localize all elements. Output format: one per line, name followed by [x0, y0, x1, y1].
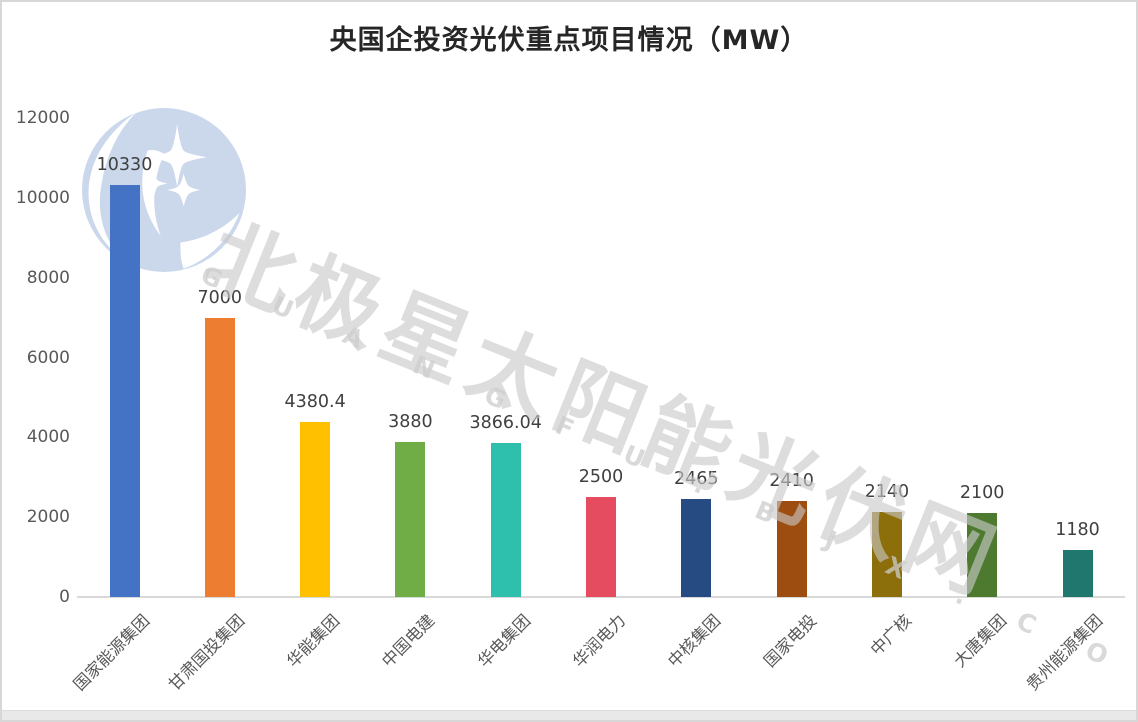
bar-value-label: 4380.4 [284, 392, 346, 413]
bar-华电集团 [490, 442, 521, 597]
x-axis-label: 华电集团 [473, 610, 534, 671]
bar-value-label: 7000 [197, 287, 243, 308]
x-axis-label: 国家电投 [759, 610, 820, 671]
bar-中核集团 [681, 498, 712, 597]
bar-value-label: 3880 [388, 412, 433, 433]
bar-value-label: 2410 [769, 470, 814, 491]
bar-华能集团 [300, 422, 331, 597]
bar-贵州能源集团 [1062, 549, 1093, 597]
bar-value-label: 3866.04 [469, 412, 542, 433]
x-axis-label: 大唐集团 [950, 610, 1011, 671]
y-axis-tick-label: 4000 [26, 427, 70, 448]
polestar-moon-stars-logo [82, 108, 246, 272]
x-axis-label: 国家能源集团 [69, 610, 153, 695]
bar-value-label: 2140 [864, 481, 910, 502]
y-axis-tick-label: 10000 [15, 187, 70, 208]
x-axis-label: 中核集团 [664, 610, 725, 671]
chart-title: 央国企投资光伏重点项目情况（MW） [329, 25, 809, 56]
bar-value-label: 2465 [674, 468, 719, 489]
y-axis-tick-label: 2000 [26, 507, 70, 528]
bar-华润电力 [586, 497, 616, 597]
bar-value-label: 10330 [96, 154, 153, 175]
x-axis-label: 华能集团 [283, 610, 344, 671]
y-axis-tick-label: 6000 [26, 347, 70, 368]
x-axis-label: 贵州能源集团 [1022, 610, 1106, 695]
x-axis-label: 中国电建 [378, 610, 439, 671]
bar-中广核 [871, 511, 902, 597]
x-axis-label: 中广核 [866, 610, 916, 660]
bar-value-label: 2100 [959, 483, 1005, 504]
bar-甘肃国投集团 [204, 317, 235, 597]
x-axis-line [77, 596, 1125, 598]
bar-大唐集团 [967, 513, 998, 597]
y-axis-tick-label: 8000 [26, 267, 70, 288]
bar-value-label: 1180 [1055, 519, 1100, 540]
y-axis-tick-label: 0 [59, 587, 70, 607]
bottom-edge-strip [2, 710, 1136, 720]
bar-国家电投 [776, 500, 807, 597]
x-axis-label: 华润电力 [569, 610, 630, 671]
x-axis-label: 甘肃国投集团 [164, 610, 249, 695]
y-axis-tick-label: 12000 [15, 108, 70, 128]
bar-value-label: 2500 [578, 467, 624, 488]
bar-国家能源集团 [109, 184, 140, 597]
bar-中国电建 [395, 442, 426, 597]
